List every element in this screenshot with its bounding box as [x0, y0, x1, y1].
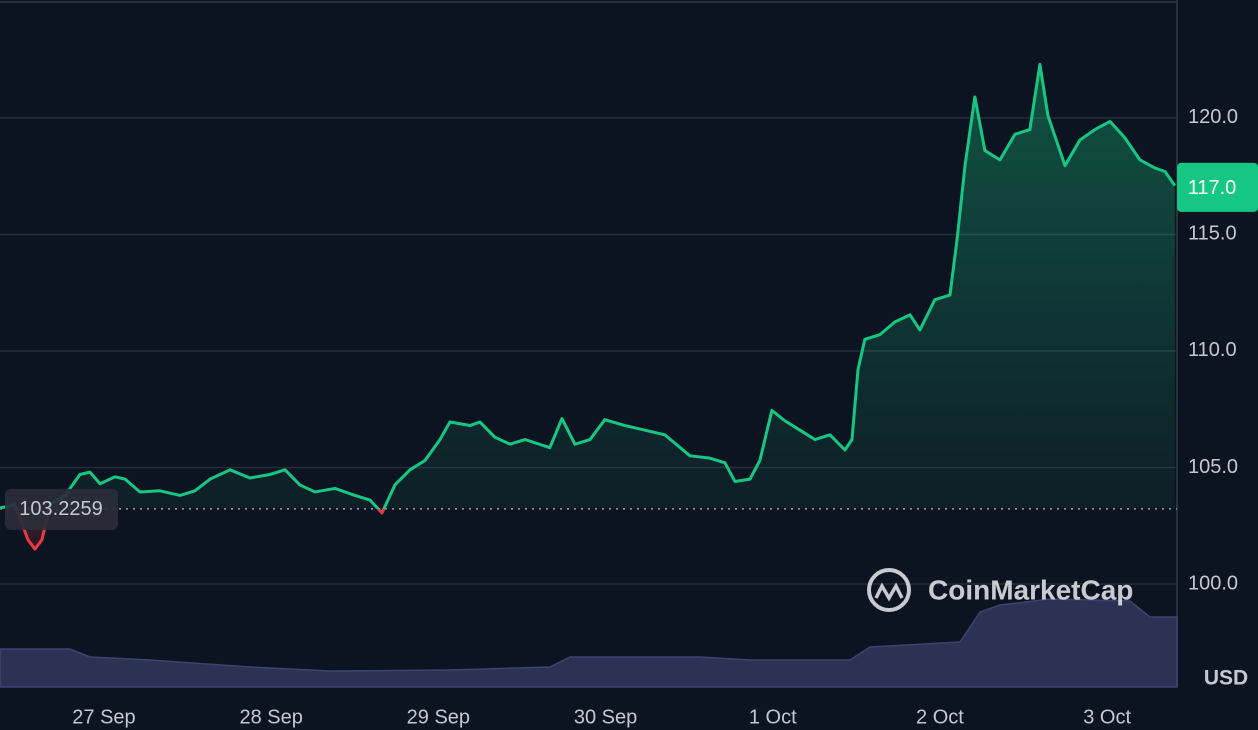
y-tick-label: 120.0 — [1188, 106, 1238, 128]
last-price-box — [1177, 162, 1258, 212]
x-tick-label: 2 Oct — [916, 706, 964, 728]
y-tick-label: 105.0 — [1188, 456, 1238, 478]
watermark-logo-mark — [874, 582, 904, 602]
y-tick-label: 115.0 — [1188, 223, 1237, 245]
baseline-label-box — [5, 488, 118, 530]
watermark-text: CoinMarketCap — [928, 574, 1133, 605]
watermark-logo — [867, 568, 911, 612]
x-tick-label: 28 Sep — [239, 706, 302, 728]
x-tick-label: 29 Sep — [407, 706, 470, 728]
area-up — [0, 64, 1175, 509]
baseline-label: 103.2259 — [19, 498, 102, 520]
labels: 100.0 105.0 110.0 115.0 120.0 27 Sep 28 Sep 29 … — [5, 106, 1258, 728]
plot — [0, 62, 1177, 551]
last-price-label: 117.0 — [1188, 177, 1237, 199]
x-tick-label: 3 Oct — [1083, 706, 1131, 728]
x-tick-label: 27 Sep — [72, 706, 135, 728]
watermark: CoinMarketCap — [867, 568, 1133, 612]
y-tick-label: 110.0 — [1188, 339, 1237, 361]
x-tick-label: 30 Sep — [574, 706, 637, 728]
x-tick-label: 1 Oct — [749, 706, 797, 728]
y-tick-label: 100.0 — [1188, 572, 1238, 594]
price-line — [0, 62, 1177, 551]
volume-layer — [0, 598, 1178, 688]
volume-area — [0, 598, 1178, 688]
currency-label: USD — [1204, 667, 1248, 690]
